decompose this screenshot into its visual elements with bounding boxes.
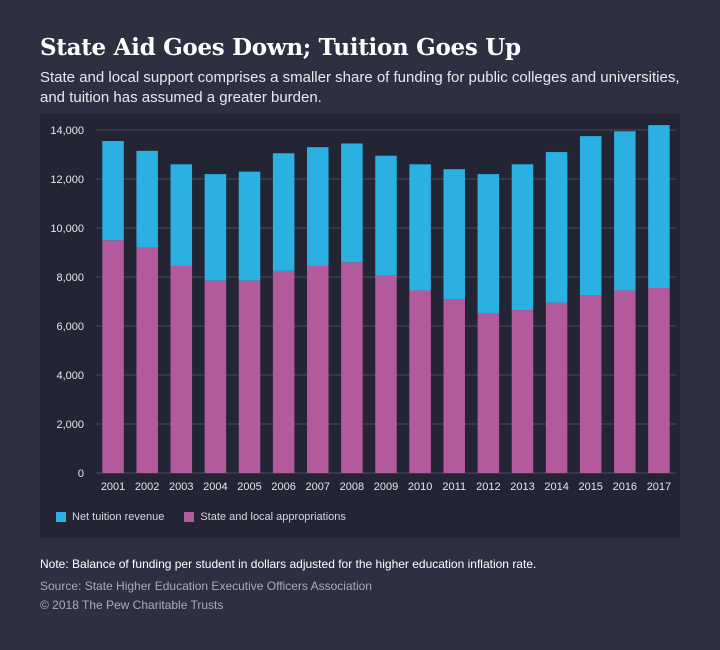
bar-tuition	[341, 143, 363, 263]
y-tick-label: 12,000	[50, 174, 84, 186]
footnote: Note: Balance of funding per student in …	[40, 557, 537, 571]
bar-tuition	[272, 153, 295, 271]
source-line: Source: State Higher Education Executive…	[40, 579, 372, 593]
bar-appropriations	[409, 290, 431, 473]
bar-appropriations	[477, 313, 500, 473]
bar-tuition	[648, 125, 670, 289]
x-tick-label: 2015	[578, 481, 602, 493]
y-tick-label: 10,000	[50, 223, 84, 235]
bar-tuition	[511, 164, 534, 311]
bar-tuition	[579, 136, 602, 296]
y-tick-label: 4,000	[56, 370, 84, 382]
bar-appropriations	[443, 299, 465, 473]
bar-tuition	[477, 174, 500, 314]
bar-appropriations	[614, 290, 636, 473]
y-tick-label: 6,000	[56, 321, 84, 333]
bar-tuition	[409, 164, 431, 291]
x-tick-label: 2004	[203, 481, 227, 493]
x-tick-label: 2001	[101, 481, 125, 493]
bar-appropriations	[579, 295, 602, 473]
bar-tuition	[545, 152, 568, 303]
bar-appropriations	[238, 280, 261, 473]
chart-legend: Net tuition revenue State and local appr…	[56, 511, 346, 523]
bar-appropriations	[204, 280, 227, 473]
chart-panel: 0 2,000 4,000 6,000 8,000 10,000 12,000 14,000 2…	[40, 114, 680, 538]
x-tick-label: 2012	[476, 481, 500, 493]
x-tick-label: 2011	[442, 481, 466, 493]
y-tick-label: 14,000	[50, 125, 84, 137]
bar-appropriations	[102, 240, 124, 473]
stacked-bar-chart: 0 2,000 4,000 6,000 8,000 10,000 12,000 14,000 2…	[50, 125, 676, 493]
bar-tuition	[102, 141, 124, 241]
legend-label-tuition: Net tuition revenue	[72, 511, 165, 523]
bar-appropriations	[545, 302, 568, 473]
bar-appropriations	[511, 310, 534, 473]
bar-appropriations	[170, 265, 193, 473]
x-tick-label: 2014	[544, 481, 568, 493]
x-tick-label: 2007	[306, 481, 330, 493]
bar-appropriations	[136, 247, 158, 473]
bar-tuition	[170, 164, 193, 266]
chart-title: State Aid Goes Down; Tuition Goes Up	[40, 34, 521, 61]
bar-tuition	[375, 155, 397, 276]
bar-appropriations	[307, 265, 329, 473]
bar-appropriations	[341, 262, 363, 473]
bar-tuition	[136, 150, 158, 248]
legend-swatch-appropriations	[184, 512, 195, 522]
x-tick-label: 2006	[271, 481, 295, 493]
bar-tuition	[307, 147, 329, 266]
x-tick-label: 2003	[169, 481, 193, 493]
bar-tuition	[614, 131, 636, 291]
legend-item-appropriations: State and local appropriations	[184, 511, 346, 523]
legend-label-appropriations: State and local appropriations	[200, 511, 346, 523]
chart-subtitle: State and local support comprises a smal…	[40, 69, 680, 106]
x-tick-label: 2017	[647, 481, 671, 493]
x-tick-label: 2010	[408, 481, 432, 493]
y-tick-label: 2,000	[56, 419, 84, 431]
bar-tuition	[443, 169, 465, 300]
x-tick-label: 2008	[340, 481, 364, 493]
x-tick-label: 2002	[135, 481, 159, 493]
bar-appropriations	[375, 275, 397, 473]
bar-tuition	[204, 174, 227, 281]
x-tick-label: 2013	[510, 481, 534, 493]
bar-tuition	[238, 171, 261, 281]
legend-swatch-tuition	[56, 512, 66, 522]
copyright-line: © 2018 The Pew Charitable Trusts	[40, 598, 224, 612]
y-tick-label: 8,000	[56, 272, 84, 284]
y-tick-label: 0	[78, 468, 84, 480]
legend-item-tuition: Net tuition revenue	[56, 511, 164, 523]
bar-appropriations	[648, 288, 670, 473]
x-tick-label: 2009	[374, 481, 398, 493]
x-tick-label: 2005	[237, 481, 261, 493]
bar-appropriations	[272, 270, 295, 473]
x-tick-label: 2016	[613, 481, 637, 493]
